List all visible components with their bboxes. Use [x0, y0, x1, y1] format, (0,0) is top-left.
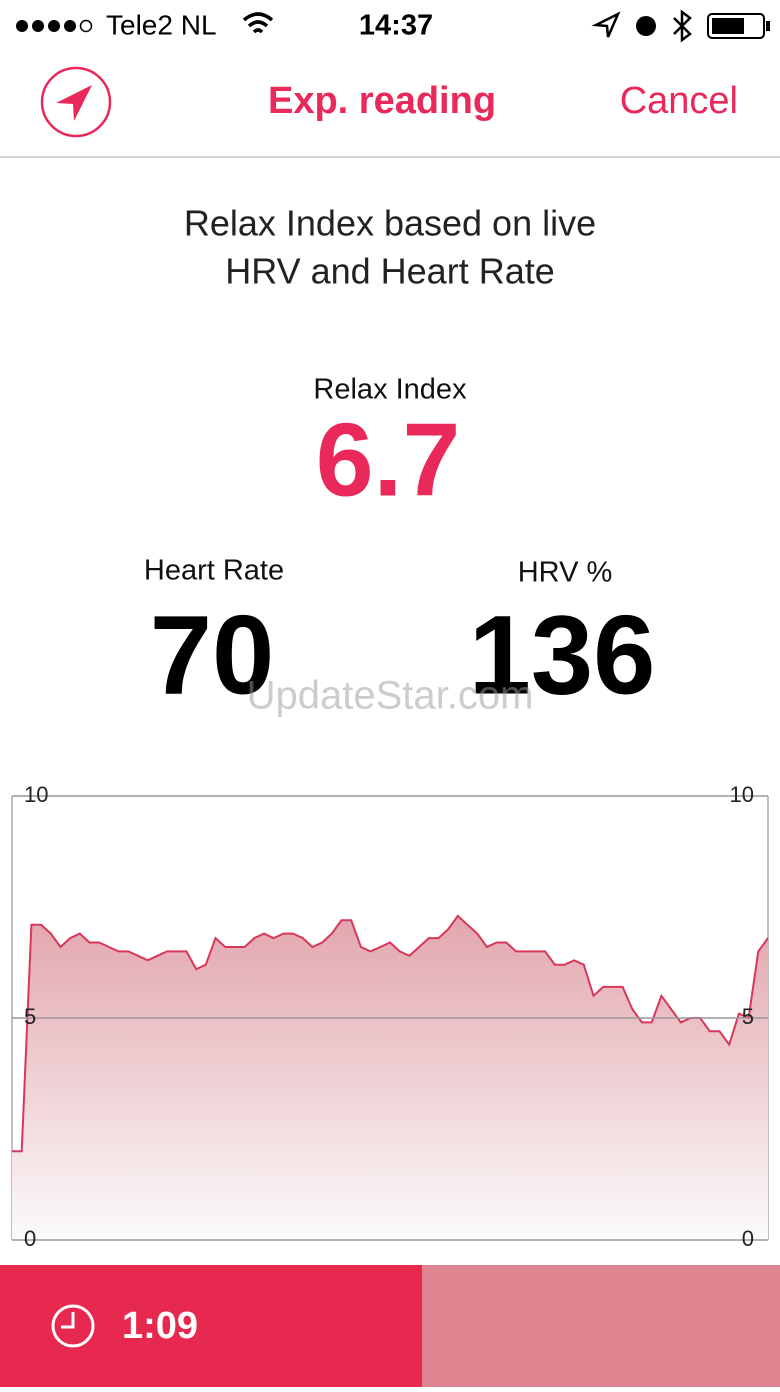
nav-bar: Exp. reading Cancel	[0, 66, 780, 158]
carrier: Tele2 NL	[106, 9, 217, 40]
watermark: UpdateStar.com	[247, 674, 534, 718]
bottom-bar: 1:09	[0, 1265, 780, 1387]
chart: 0 0 5 5 10 10	[11, 782, 769, 1251]
status-bar: Tele2 NL 14:37	[16, 9, 770, 43]
y-tick-label: 5	[24, 1004, 36, 1029]
y-tick-label: 10	[24, 782, 48, 807]
location-button[interactable]	[40, 66, 112, 138]
area	[12, 915, 768, 1240]
nav-title: Exp. reading	[268, 80, 496, 122]
relax-index-label: Relax Index	[313, 374, 467, 406]
hrv-label: HRV %	[518, 557, 613, 589]
timer: 1:09	[122, 1305, 198, 1347]
heart-rate-label: Heart Rate	[144, 555, 284, 587]
y-tick-label: 0	[24, 1226, 36, 1251]
y2-tick-label: 5	[742, 1004, 754, 1029]
y2-tick-label: 10	[730, 782, 754, 807]
clock: 14:37	[359, 10, 433, 42]
description-line: HRV and Heart Rate	[225, 251, 555, 292]
y2-tick-label: 0	[742, 1226, 754, 1251]
cancel-button[interactable]: Cancel	[620, 80, 738, 122]
relax-index-value: 6.7	[316, 402, 461, 518]
heart-rate-value: 70	[150, 593, 275, 718]
line	[12, 914, 769, 1153]
hrv-value: 136	[469, 593, 656, 718]
description-line: Relax Index based on live	[184, 203, 596, 244]
